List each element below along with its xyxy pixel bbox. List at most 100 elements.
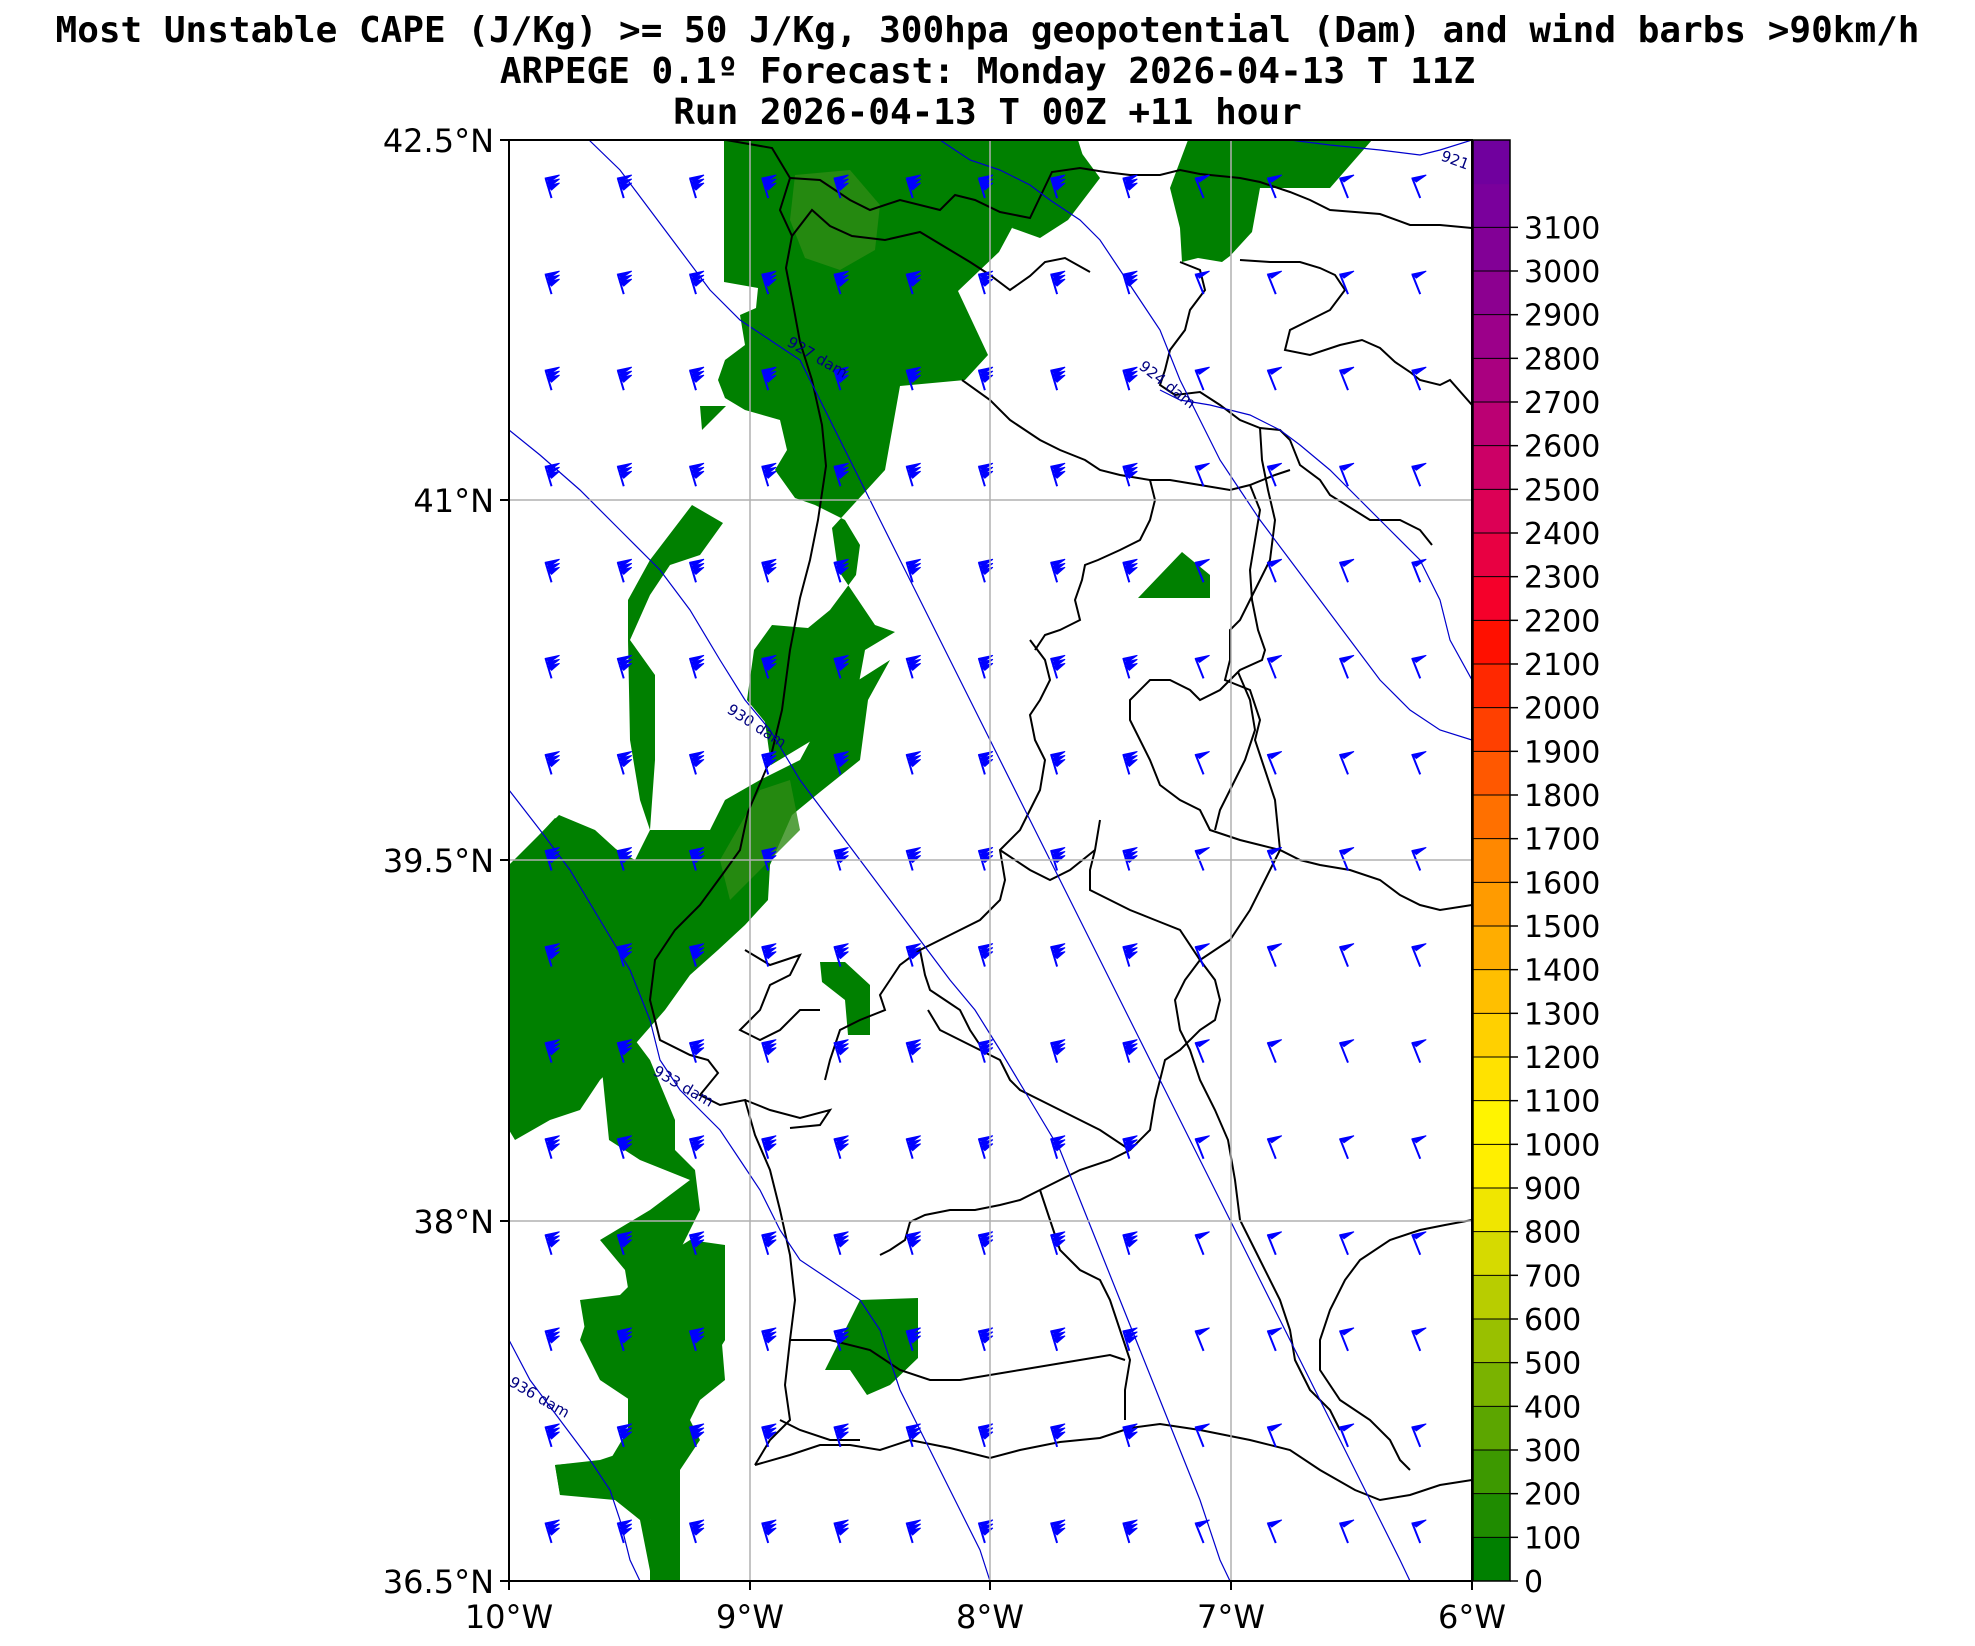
- wind-barb: [544, 1327, 560, 1352]
- wind-barb: [544, 1231, 560, 1256]
- cape-area-north-east: [940, 140, 1100, 238]
- wind-barb: [1122, 558, 1138, 583]
- wind-barb: [761, 1039, 777, 1063]
- colorbar-tick-labels: 0 100 200 300 400 500 600 700 800 900 1000 1100 1200…: [1524, 211, 1600, 1600]
- wind-barb: [544, 558, 560, 583]
- colorbar-segment: [1473, 926, 1510, 971]
- cape-area-south-west: [555, 1240, 725, 1581]
- wind-barb: [761, 270, 777, 295]
- wind-barb: [761, 750, 777, 775]
- wind-barb: [1194, 1423, 1210, 1448]
- wind-barb: [905, 1231, 921, 1256]
- lon-tick-label: 9°W: [716, 1598, 784, 1636]
- wind-barb: [544, 1039, 560, 1063]
- wind-barb: [1050, 1423, 1066, 1448]
- wind-barb: [1050, 366, 1066, 391]
- wind-barb: [1266, 1135, 1283, 1160]
- sado-estuary: [744, 1099, 833, 1129]
- cape-shading: [509, 140, 1372, 1581]
- wind-barb: [905, 750, 921, 775]
- colorbar-tick-label: 2800: [1524, 342, 1600, 377]
- wind-barb: [688, 1327, 705, 1352]
- wind-barb: [1194, 1135, 1210, 1160]
- wind-barb: [544, 1519, 560, 1544]
- wind-barb: [688, 1519, 705, 1544]
- wind-barb: [761, 1135, 777, 1159]
- colorbar-tick-label: 1800: [1524, 779, 1600, 814]
- wind-barb: [1122, 1327, 1138, 1352]
- wind-barb: [1338, 1135, 1355, 1160]
- colorbar-tick-label: 700: [1524, 1259, 1581, 1294]
- wind-barb: [1338, 270, 1355, 295]
- wind-barb: [833, 943, 849, 967]
- lat-tick-label: 39.5°N: [383, 842, 494, 880]
- wind-barb: [1050, 1039, 1066, 1063]
- wind-barb: [1266, 943, 1283, 967]
- colorbar-segment: [1473, 533, 1510, 578]
- colorbar-segment: [1473, 795, 1510, 840]
- wind-barb: [1411, 462, 1427, 487]
- wind-barb: [1338, 1039, 1355, 1064]
- wind-barb: [1266, 1519, 1283, 1544]
- wind-barb: [1411, 1327, 1427, 1352]
- lat-tick-label: 36.5°N: [383, 1563, 494, 1601]
- colorbar-segment: [1473, 1188, 1510, 1233]
- colorbar-tick-label: 400: [1524, 1390, 1581, 1425]
- interior-border-2: [824, 639, 1052, 1081]
- colorbar-segment: [1473, 314, 1510, 359]
- colorbar-segment: [1473, 969, 1510, 1014]
- wind-barb: [1194, 174, 1210, 199]
- wind-barb: [1338, 1327, 1355, 1352]
- wind-barb: [905, 462, 921, 487]
- colorbar-segment: [1473, 707, 1510, 752]
- wind-barb: [1050, 943, 1066, 967]
- wind-barb: [1411, 1135, 1427, 1160]
- portugal-coastline: [648, 140, 828, 1466]
- cape-colorbar: [1472, 139, 1518, 1582]
- south-border-2: [790, 1339, 1126, 1381]
- wind-barb: [905, 270, 921, 295]
- wind-barb: [616, 1135, 633, 1159]
- wind-barb: [1266, 1327, 1283, 1352]
- wind-barb: [1411, 270, 1427, 295]
- wind-barb: [905, 1039, 921, 1063]
- lat-tick-label: 42.5°N: [383, 122, 494, 160]
- contour-933: [509, 789, 991, 1581]
- cape-area-tagus-small: [820, 962, 870, 1035]
- colorbar-tick-label: 3000: [1524, 255, 1600, 290]
- cape-area-interior: [1138, 552, 1210, 598]
- colorbar-segment: [1473, 1013, 1510, 1058]
- forecast-subtitle: ARPEGE 0.1º Forecast: Monday 2026-04-13 …: [499, 51, 1476, 92]
- colorbar-tick-label: 2000: [1524, 692, 1600, 727]
- wind-barb: [761, 1519, 777, 1544]
- colorbar-segment: [1473, 1450, 1510, 1495]
- wind-barb: [1050, 750, 1066, 775]
- wind-barb: [1266, 1231, 1283, 1256]
- lon-tick-label: 6°W: [1438, 1598, 1506, 1636]
- wind-barb: [1122, 174, 1138, 199]
- wind-barb: [1122, 1135, 1138, 1159]
- colorbar-tick-label: 1200: [1524, 1041, 1600, 1076]
- wind-barb: [1122, 1423, 1138, 1448]
- wind-barb: [761, 1231, 777, 1256]
- colorbar-tick-label: 2200: [1524, 604, 1600, 639]
- cape-area-north: [703, 140, 1088, 765]
- cape-light-patches: [720, 170, 880, 900]
- gridlines: [509, 140, 1472, 1581]
- colorbar-segment: [1473, 358, 1510, 403]
- wind-barb: [833, 366, 849, 391]
- wind-barb: [1338, 1423, 1355, 1448]
- wind-barb: [1266, 174, 1283, 199]
- wind-barb: [761, 943, 777, 967]
- wind-barb: [544, 1135, 560, 1159]
- alentejo-border-4: [919, 949, 981, 1046]
- colorbar-segment: [1473, 1275, 1510, 1320]
- colorbar-segment: [1473, 1362, 1510, 1407]
- wind-barb: [688, 943, 705, 967]
- wind-barb: [761, 174, 777, 199]
- colorbar-segment: [1473, 838, 1510, 883]
- wind-barb: [688, 1423, 705, 1448]
- colorbar-tick-label: 1900: [1524, 735, 1600, 770]
- colorbar-segment: [1473, 489, 1510, 534]
